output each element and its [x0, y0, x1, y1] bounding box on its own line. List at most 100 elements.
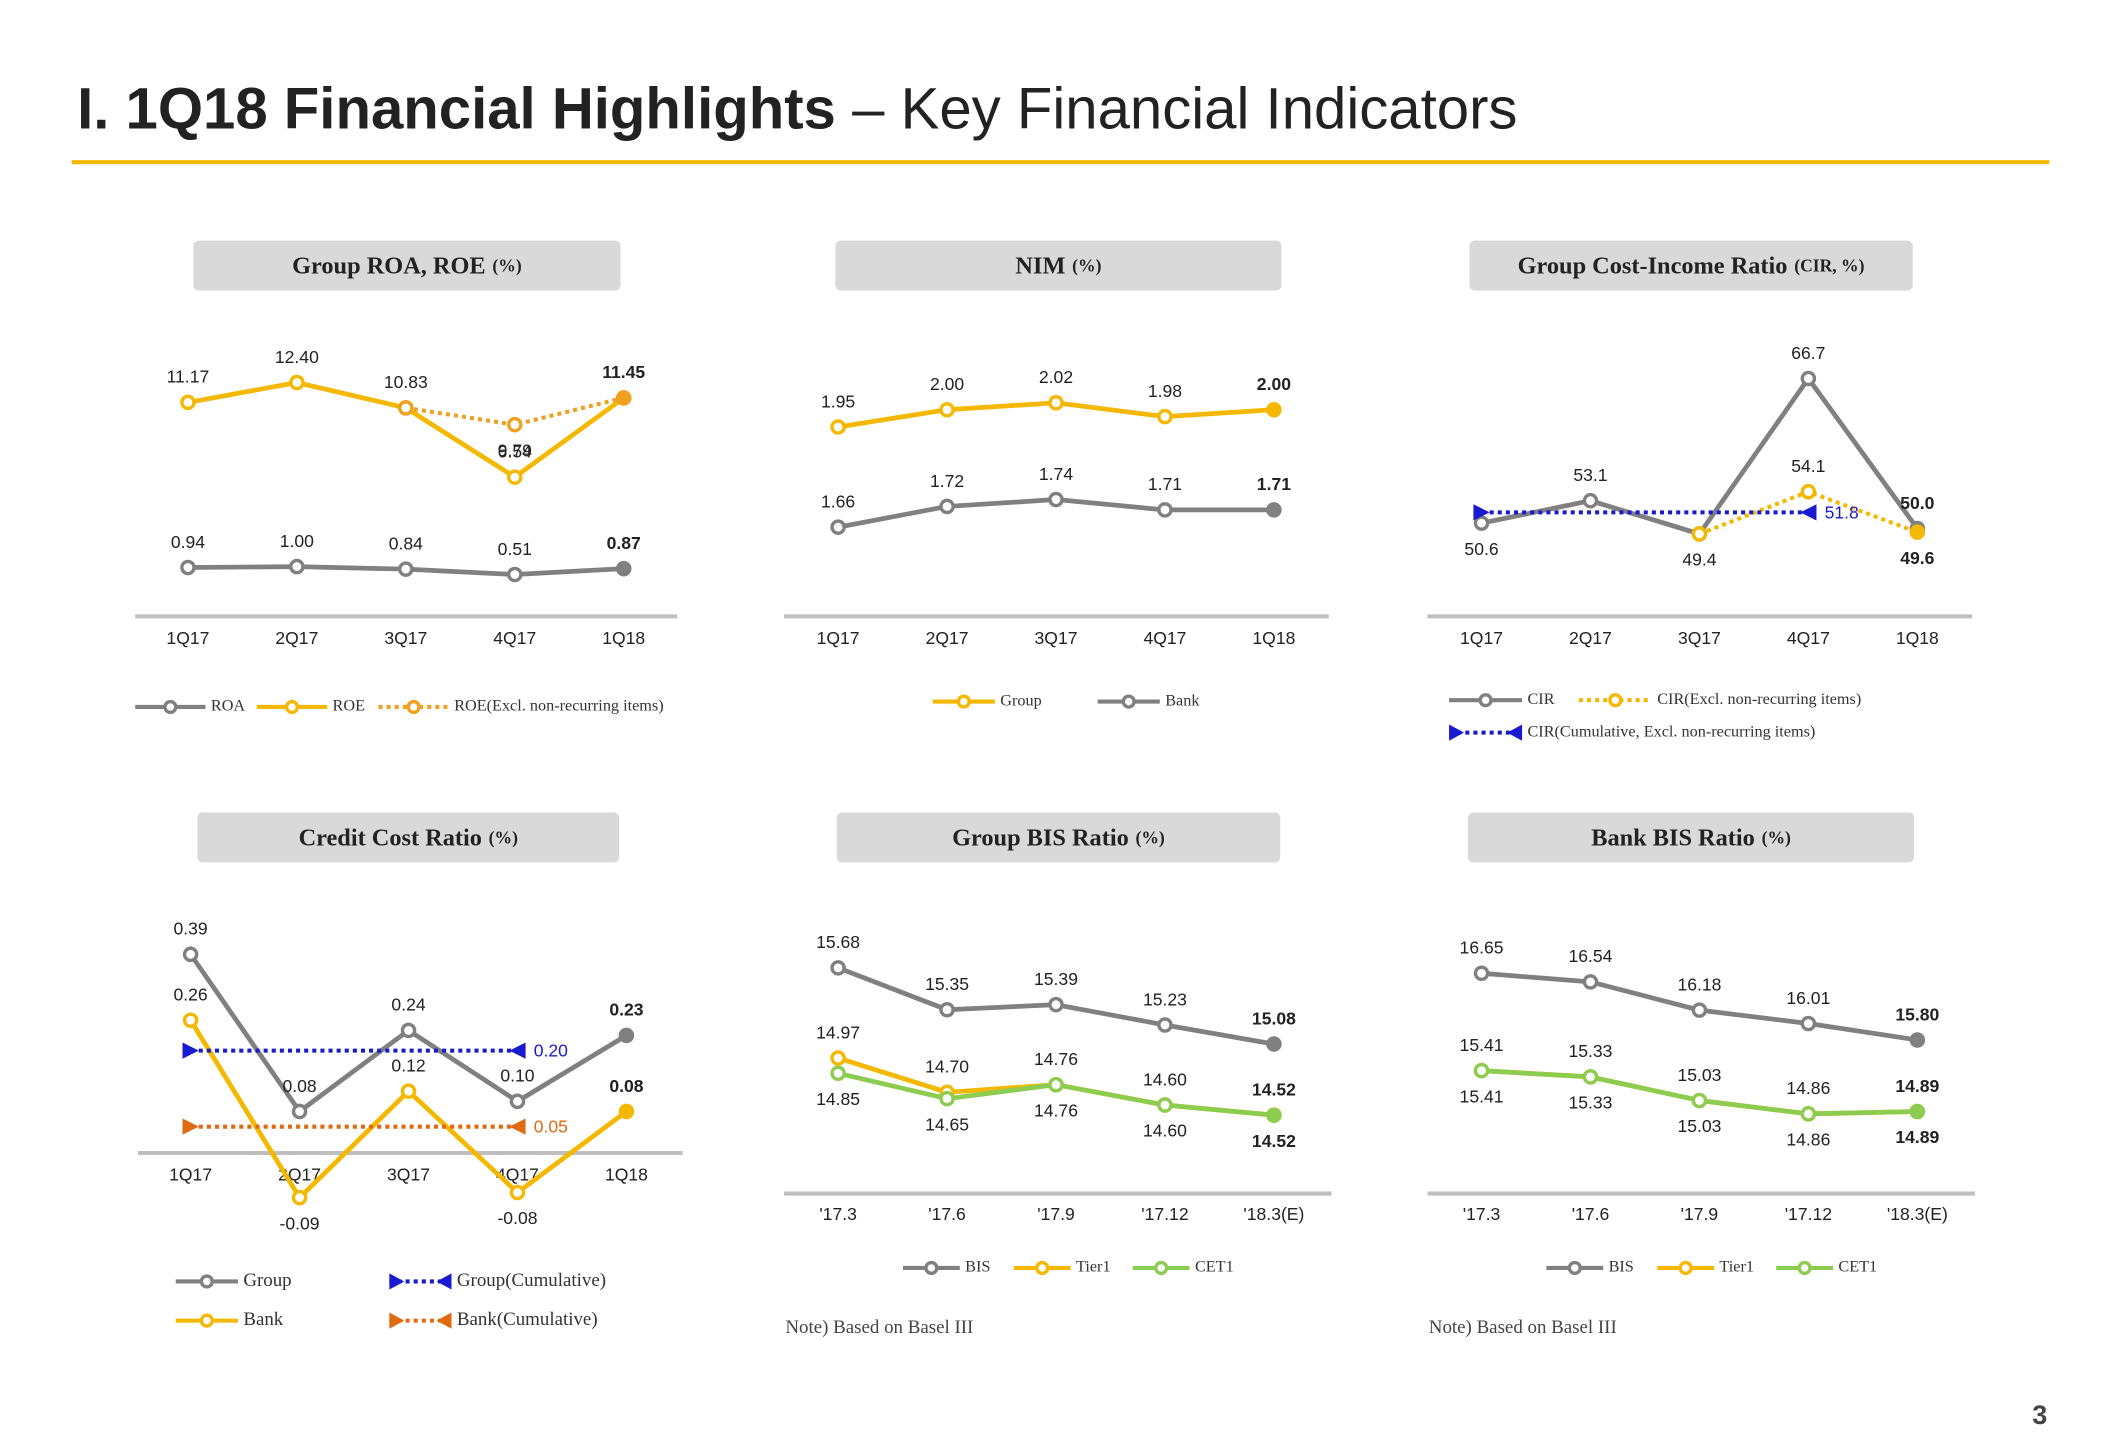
marker: [180, 394, 196, 411]
marker: [182, 946, 199, 963]
data-label: 15.68: [816, 932, 860, 952]
data-label: 1.72: [930, 471, 964, 491]
x-tick-label: 2Q17: [926, 628, 969, 648]
marker: [1691, 1092, 1708, 1109]
data-label: 53.1: [1573, 465, 1607, 485]
data-label: 11.17: [167, 367, 210, 387]
data-label: 14.76: [1034, 1049, 1078, 1069]
x-tick-label: '18.3(E): [1243, 1204, 1304, 1224]
marker: [1800, 483, 1817, 500]
data-label: 0.26: [174, 985, 208, 1005]
data-label: 14.85: [816, 1089, 860, 1109]
marker: [182, 1012, 199, 1028]
marker: [830, 519, 846, 535]
data-label: 50.0: [1900, 493, 1934, 513]
legend-marker: [1608, 693, 1623, 708]
marker: [1157, 408, 1173, 425]
marker: [506, 469, 523, 485]
data-label: 1.71: [1257, 474, 1291, 494]
marker: [1800, 1106, 1817, 1122]
marker: [398, 400, 414, 416]
marker: [1157, 1017, 1173, 1033]
legend-marker: [1121, 694, 1136, 709]
page-number: 3: [2032, 1400, 2047, 1430]
data-label: 1.74: [1039, 464, 1073, 484]
marker: [400, 1022, 417, 1039]
marker: [1266, 1107, 1282, 1123]
x-tick-label: 4Q17: [493, 628, 536, 648]
data-label: 15.03: [1677, 1116, 1721, 1136]
chart-title: Bank BIS Ratio (%): [1591, 824, 1791, 851]
marker: [1473, 1062, 1490, 1079]
data-label: 0.84: [389, 533, 423, 553]
marker: [1909, 1032, 1926, 1048]
x-tick-label: 2Q17: [275, 628, 318, 648]
data-label: 0.87: [607, 533, 641, 553]
chart-title-text: Group ROA, ROE: [292, 252, 486, 279]
data-label: 14.89: [1895, 1127, 1939, 1147]
marker: [509, 1093, 526, 1110]
legend-marker: [436, 1312, 452, 1329]
title-main: I. 1Q18 Financial Highlights: [77, 77, 836, 142]
data-label: 0.08: [282, 1076, 316, 1096]
legend-label: Bank: [243, 1309, 283, 1330]
data-label: 15.33: [1568, 1093, 1612, 1113]
legend-marker: [389, 1312, 405, 1329]
marker: [830, 1050, 846, 1066]
data-label: 1.71: [1148, 474, 1182, 494]
data-label: 14.60: [1143, 1069, 1187, 1089]
marker: [939, 1001, 955, 1018]
marker: [1800, 1015, 1817, 1032]
data-label: 16.18: [1677, 974, 1721, 994]
x-tick-label: '17.3: [819, 1204, 857, 1224]
data-label: 66.7: [1791, 343, 1825, 363]
data-label: 15.41: [1460, 1035, 1504, 1055]
marker: [830, 960, 846, 976]
chart: Credit Cost Ratio (%)1Q17 2Q17 3Q17 4Q17 1Q18…: [137, 812, 683, 1330]
marker: [1048, 395, 1064, 411]
legend-marker: [1507, 724, 1523, 741]
legend-label: ROA: [211, 697, 246, 715]
x-tick-label: '17.6: [1572, 1204, 1610, 1224]
legend-label: Group(Cumulative): [457, 1270, 606, 1291]
data-label: 10.83: [384, 372, 428, 392]
legend-label: Group: [243, 1270, 291, 1291]
data-label: 16.54: [1568, 946, 1612, 966]
data-label: 0.23: [609, 1000, 643, 1020]
marker: [939, 498, 955, 515]
chart-title-unit: (%): [1136, 827, 1165, 847]
x-tick-label: 4Q17: [1143, 628, 1186, 648]
data-label: 14.70: [925, 1057, 969, 1077]
marker: [830, 1065, 846, 1082]
x-tick-label: '17.12: [1785, 1204, 1832, 1224]
legend-label: BIS: [965, 1258, 990, 1276]
marker: [618, 1103, 635, 1120]
data-label: 15.33: [1568, 1041, 1612, 1061]
legend-marker: [199, 1274, 214, 1289]
data-label: -0.08: [497, 1208, 537, 1228]
legend-label: CET1: [1195, 1258, 1234, 1276]
legend-label: ROE: [333, 697, 366, 715]
marker: [1048, 1076, 1064, 1093]
data-label: 0.12: [391, 1055, 425, 1075]
legend-label: ROE(Excl. non-recurring items): [454, 697, 663, 715]
chart-title-box: [835, 240, 1282, 291]
data-label: 14.86: [1786, 1078, 1830, 1098]
data-label: 15.23: [1143, 989, 1187, 1009]
marker: [618, 1027, 635, 1044]
chart-title-unit: (%): [489, 827, 518, 847]
chart-title: Credit Cost Ratio (%): [299, 824, 519, 851]
x-tick-label: '18.3(E): [1887, 1204, 1948, 1224]
data-label: 0.10: [500, 1066, 534, 1086]
data-label: 14.60: [1143, 1121, 1187, 1141]
legend-marker: [1478, 693, 1493, 708]
chart-title-text: Group BIS Ratio: [952, 824, 1129, 851]
data-label: 14.89: [1895, 1076, 1939, 1096]
marker: [1473, 515, 1490, 531]
marker: [1691, 1002, 1708, 1018]
marker: [1157, 502, 1173, 518]
chart-title-text: Bank BIS Ratio: [1591, 824, 1755, 851]
data-label: 0.51: [498, 539, 532, 559]
legend-label: Bank: [1165, 691, 1200, 709]
note: Note) Based on Basel III: [785, 1317, 973, 1338]
